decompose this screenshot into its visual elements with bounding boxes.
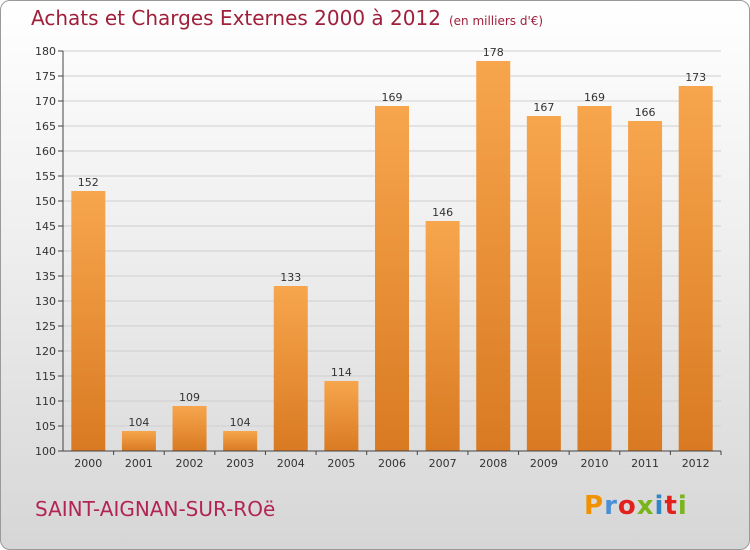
data-label-2004: 133 xyxy=(280,271,301,284)
bar-2012 xyxy=(678,86,713,451)
logo-letter: i xyxy=(654,491,665,521)
bar-2001 xyxy=(121,431,156,451)
data-label-2009: 167 xyxy=(533,101,554,114)
y-tick-label: 150 xyxy=(35,195,56,208)
x-tick-label-2000: 2000 xyxy=(74,457,102,470)
data-label-2012: 173 xyxy=(685,71,706,84)
unit-label: (en milliers d'€) xyxy=(448,14,544,28)
data-label-2003: 104 xyxy=(230,416,251,429)
logo-letter: o xyxy=(617,491,637,521)
y-tick-label: 120 xyxy=(35,345,56,358)
y-tick-label: 160 xyxy=(35,145,56,158)
bar-2011 xyxy=(628,121,663,451)
x-tick-label-2007: 2007 xyxy=(429,457,457,470)
logo-letter: P xyxy=(584,491,605,521)
bar-2009 xyxy=(526,116,561,451)
bar-2007 xyxy=(425,221,460,451)
x-tick-label-2008: 2008 xyxy=(479,457,507,470)
x-tick-label-2011: 2011 xyxy=(631,457,659,470)
x-tick-label-2010: 2010 xyxy=(580,457,608,470)
data-label-2011: 166 xyxy=(635,106,656,119)
y-tick-label: 140 xyxy=(35,245,56,258)
y-tick-label: 175 xyxy=(35,70,56,83)
y-tick-label: 110 xyxy=(35,395,56,408)
bar-2010 xyxy=(577,106,612,451)
logo-letter: x xyxy=(636,491,655,521)
logo-letter: r xyxy=(604,491,618,521)
title-text: Achats et Charges Externes 2000 à 2012 xyxy=(31,6,441,30)
city-name: SAINT-AIGNAN-SUR-ROë xyxy=(35,497,276,521)
y-tick-label: 145 xyxy=(35,220,56,233)
y-tick-label: 115 xyxy=(35,370,56,383)
x-tick-label-2006: 2006 xyxy=(378,457,406,470)
y-tick-label: 125 xyxy=(35,320,56,333)
bar-2000 xyxy=(71,191,106,451)
x-tick-label-2003: 2003 xyxy=(226,457,254,470)
bar-2005 xyxy=(324,381,359,451)
y-tick-label: 100 xyxy=(35,445,56,458)
proxiti-logo: Proxiti xyxy=(584,491,688,521)
data-label-2001: 104 xyxy=(128,416,149,429)
y-tick-label: 130 xyxy=(35,295,56,308)
data-label-2008: 178 xyxy=(483,46,504,59)
x-tick-label-2001: 2001 xyxy=(125,457,153,470)
bar-layer: 152 104 109 104 133 114 169 146 178 167 169 166 173 xyxy=(71,46,713,451)
x-tick-label-2004: 2004 xyxy=(277,457,305,470)
y-tick-label: 155 xyxy=(35,170,56,183)
y-tick-label: 170 xyxy=(35,95,56,108)
y-tick-label: 165 xyxy=(35,120,56,133)
data-label-2005: 114 xyxy=(331,366,352,379)
x-tick-label-2009: 2009 xyxy=(530,457,558,470)
logo-letter: i xyxy=(677,491,688,521)
x-tick-label-2005: 2005 xyxy=(327,457,355,470)
bar-2008 xyxy=(476,61,511,451)
logo-letter: t xyxy=(664,491,678,521)
data-label-2002: 109 xyxy=(179,391,200,404)
y-tick-label: 105 xyxy=(35,420,56,433)
y-tick-label: 135 xyxy=(35,270,56,283)
data-label-2010: 169 xyxy=(584,91,605,104)
data-label-2006: 169 xyxy=(382,91,403,104)
bar-2006 xyxy=(375,106,409,451)
bar-2002 xyxy=(172,406,207,451)
y-tick-label: 180 xyxy=(35,45,56,58)
x-tick-label-2002: 2002 xyxy=(176,457,204,470)
x-tick-label-2012: 2012 xyxy=(682,457,710,470)
bar-2004 xyxy=(273,286,308,451)
bar-2003 xyxy=(223,431,258,451)
axis-layer: 1001051101151201251301351401451501551601… xyxy=(35,45,722,470)
data-label-2007: 146 xyxy=(432,206,453,219)
data-label-2000: 152 xyxy=(78,176,99,189)
bar-chart: 152104109104133114169146178167169166173 … xyxy=(35,45,722,470)
chart-title: Achats et Charges Externes 2000 à 2012 (e… xyxy=(31,6,543,30)
